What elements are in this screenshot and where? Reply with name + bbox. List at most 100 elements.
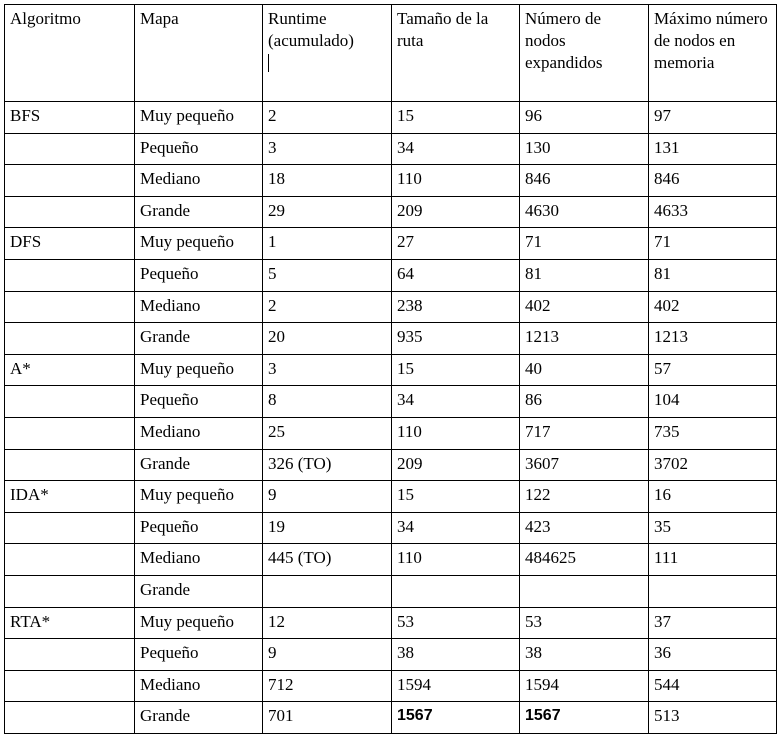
path-size-cell[interactable]: 110 (391, 416, 520, 450)
path-size-cell[interactable]: 15 (391, 101, 520, 134)
runtime-cell[interactable] (262, 574, 392, 608)
path-size-cell[interactable]: 238 (391, 290, 520, 324)
path-size-cell[interactable]: 53 (391, 606, 520, 640)
path-size-cell[interactable]: 1567 (391, 701, 520, 734)
algorithm-cell[interactable]: A* (4, 353, 135, 387)
expanded-nodes-cell[interactable]: 122 (519, 480, 649, 513)
max-memory-cell[interactable]: 402 (648, 290, 777, 324)
map-cell[interactable]: Pequeño (134, 132, 263, 166)
map-cell[interactable]: Muy pequeño (134, 606, 263, 640)
max-memory-cell[interactable]: 111 (648, 543, 777, 576)
path-size-cell[interactable]: 15 (391, 480, 520, 513)
path-size-cell[interactable]: 34 (391, 511, 520, 545)
max-memory-cell[interactable]: 735 (648, 416, 777, 450)
expanded-nodes-cell[interactable]: 130 (519, 132, 649, 166)
path-size-cell[interactable]: 38 (391, 638, 520, 671)
map-cell[interactable]: Grande (134, 448, 263, 482)
algorithm-cell[interactable]: BFS (4, 101, 135, 134)
header-runtime[interactable]: Runtime (acumulado) (262, 4, 392, 102)
runtime-cell[interactable]: 3 (262, 132, 392, 166)
max-memory-cell[interactable]: 97 (648, 101, 777, 134)
expanded-nodes-cell[interactable]: 4630 (519, 195, 649, 229)
max-memory-cell[interactable]: 1213 (648, 322, 777, 355)
path-size-cell[interactable]: 209 (391, 195, 520, 229)
map-cell[interactable]: Pequeño (134, 385, 263, 418)
algorithm-cell[interactable] (4, 416, 135, 450)
algorithm-cell[interactable] (4, 132, 135, 166)
runtime-cell[interactable]: 5 (262, 258, 392, 292)
max-memory-cell[interactable]: 544 (648, 669, 777, 703)
max-memory-cell[interactable]: 4633 (648, 195, 777, 229)
header-max-memory-nodes[interactable]: Máximo número de nodos en memoria (648, 4, 777, 102)
max-memory-cell[interactable]: 36 (648, 638, 777, 671)
expanded-nodes-cell[interactable]: 53 (519, 606, 649, 640)
max-memory-cell[interactable]: 16 (648, 480, 777, 513)
algorithm-cell[interactable] (4, 669, 135, 703)
path-size-cell[interactable]: 110 (391, 543, 520, 576)
expanded-nodes-cell[interactable]: 402 (519, 290, 649, 324)
path-size-cell[interactable]: 34 (391, 132, 520, 166)
runtime-cell[interactable]: 701 (262, 701, 392, 734)
expanded-nodes-cell[interactable] (519, 574, 649, 608)
runtime-cell[interactable]: 8 (262, 385, 392, 418)
runtime-cell[interactable]: 2 (262, 101, 392, 134)
expanded-nodes-cell[interactable]: 86 (519, 385, 649, 418)
runtime-cell[interactable]: 20 (262, 322, 392, 355)
max-memory-cell[interactable]: 35 (648, 511, 777, 545)
runtime-cell[interactable]: 25 (262, 416, 392, 450)
header-path-size[interactable]: Tamaño de la ruta (391, 4, 520, 102)
algorithm-cell[interactable] (4, 290, 135, 324)
algorithm-cell[interactable]: IDA* (4, 480, 135, 513)
runtime-cell[interactable]: 18 (262, 164, 392, 197)
runtime-cell[interactable]: 29 (262, 195, 392, 229)
max-memory-cell[interactable]: 37 (648, 606, 777, 640)
path-size-cell[interactable]: 34 (391, 385, 520, 418)
expanded-nodes-cell[interactable]: 717 (519, 416, 649, 450)
path-size-cell[interactable]: 110 (391, 164, 520, 197)
path-size-cell[interactable]: 935 (391, 322, 520, 355)
max-memory-cell[interactable]: 131 (648, 132, 777, 166)
path-size-cell[interactable] (391, 574, 520, 608)
max-memory-cell[interactable]: 513 (648, 701, 777, 734)
expanded-nodes-cell[interactable]: 1594 (519, 669, 649, 703)
expanded-nodes-cell[interactable]: 423 (519, 511, 649, 545)
map-cell[interactable]: Grande (134, 574, 263, 608)
path-size-cell[interactable]: 1594 (391, 669, 520, 703)
max-memory-cell[interactable]: 71 (648, 227, 777, 260)
path-size-cell[interactable]: 64 (391, 258, 520, 292)
map-cell[interactable]: Pequeño (134, 258, 263, 292)
expanded-nodes-cell[interactable]: 71 (519, 227, 649, 260)
runtime-cell[interactable]: 19 (262, 511, 392, 545)
map-cell[interactable]: Mediano (134, 290, 263, 324)
path-size-cell[interactable]: 209 (391, 448, 520, 482)
map-cell[interactable]: Muy pequeño (134, 101, 263, 134)
runtime-cell[interactable]: 1 (262, 227, 392, 260)
header-algorithm[interactable]: Algoritmo (4, 4, 135, 102)
map-cell[interactable]: Grande (134, 322, 263, 355)
map-cell[interactable]: Mediano (134, 164, 263, 197)
algorithm-cell[interactable] (4, 543, 135, 576)
max-memory-cell[interactable]: 57 (648, 353, 777, 387)
map-cell[interactable]: Pequeño (134, 638, 263, 671)
algorithm-cell[interactable] (4, 701, 135, 734)
header-expanded-nodes[interactable]: Número de nodos expandidos (519, 4, 649, 102)
expanded-nodes-cell[interactable]: 40 (519, 353, 649, 387)
path-size-cell[interactable]: 27 (391, 227, 520, 260)
header-map[interactable]: Mapa (134, 4, 263, 102)
max-memory-cell[interactable]: 846 (648, 164, 777, 197)
algorithm-cell[interactable] (4, 195, 135, 229)
expanded-nodes-cell[interactable]: 484625 (519, 543, 649, 576)
expanded-nodes-cell[interactable]: 846 (519, 164, 649, 197)
map-cell[interactable]: Muy pequeño (134, 480, 263, 513)
runtime-cell[interactable]: 326 (TO) (262, 448, 392, 482)
map-cell[interactable]: Muy pequeño (134, 227, 263, 260)
expanded-nodes-cell[interactable]: 96 (519, 101, 649, 134)
map-cell[interactable]: Muy pequeño (134, 353, 263, 387)
expanded-nodes-cell[interactable]: 1213 (519, 322, 649, 355)
max-memory-cell[interactable]: 104 (648, 385, 777, 418)
expanded-nodes-cell[interactable]: 1567 (519, 701, 649, 734)
max-memory-cell[interactable]: 81 (648, 258, 777, 292)
algorithm-cell[interactable] (4, 638, 135, 671)
runtime-cell[interactable]: 712 (262, 669, 392, 703)
algorithm-cell[interactable] (4, 164, 135, 197)
